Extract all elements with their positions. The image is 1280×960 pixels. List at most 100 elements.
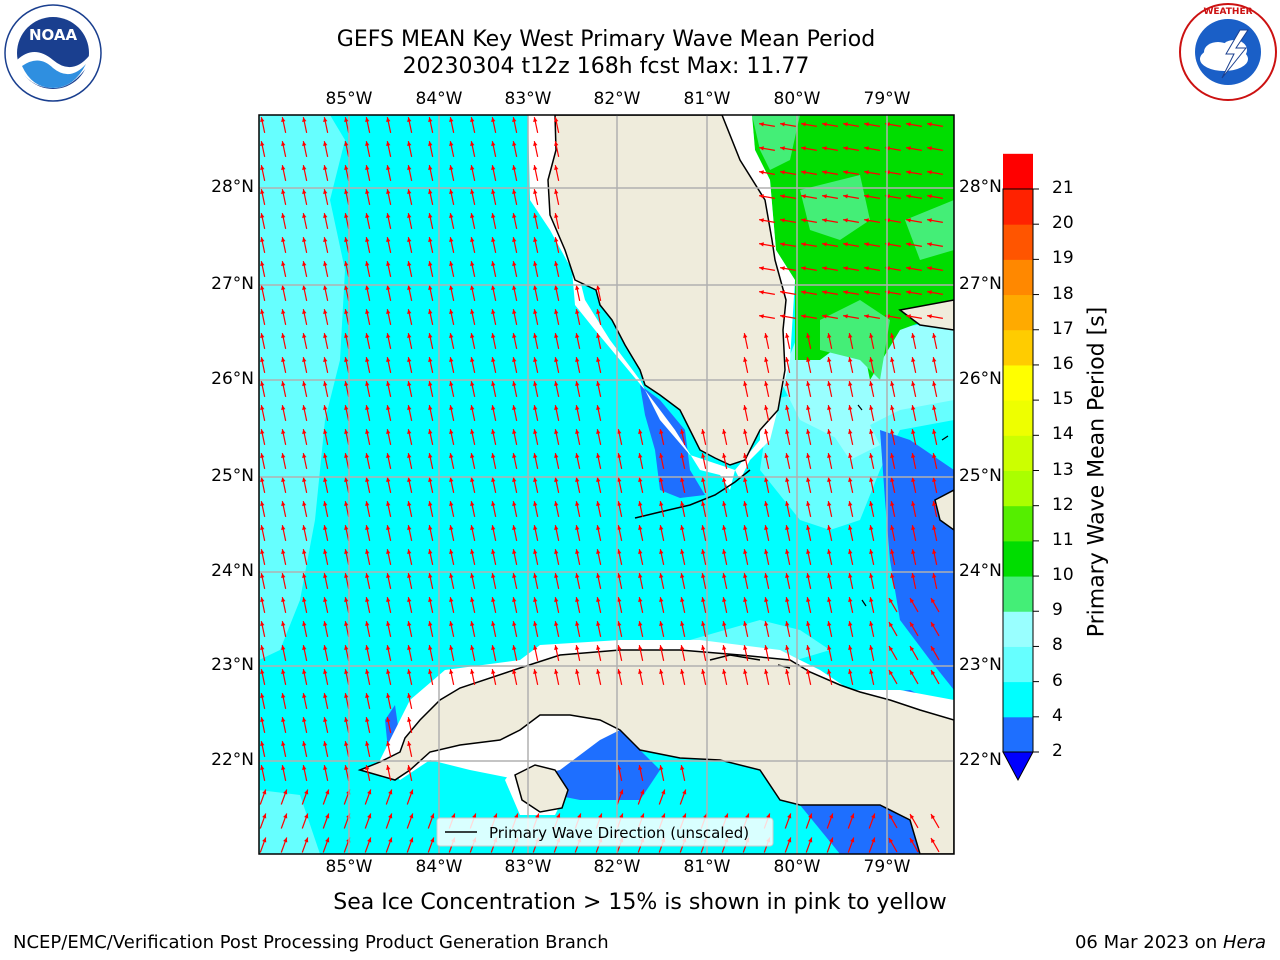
wave-direction-arrowhead <box>764 381 769 387</box>
lat-label-left: 27°N <box>211 274 254 294</box>
wave-direction-arrowhead <box>659 621 664 627</box>
wave-direction-arrowhead <box>743 357 748 363</box>
wave-direction-arrowhead <box>409 813 414 819</box>
wave-direction-arrowhead <box>260 573 265 579</box>
wave-direction-arrowhead <box>659 501 664 507</box>
wave-direction-arrowhead <box>512 597 517 603</box>
wave-direction-arrowhead <box>367 789 372 795</box>
wave-direction-arrowhead <box>701 597 706 603</box>
wave-direction-arrowhead <box>302 573 307 579</box>
wave-direction-arrowhead <box>493 813 498 819</box>
wave-direction-arrowhead <box>428 141 433 147</box>
wave-direction-arrowhead <box>843 146 848 151</box>
wave-direction-arrowhead <box>596 333 601 339</box>
wave-direction-arrowhead <box>260 597 265 603</box>
wave-direction-arrowhead <box>869 525 874 531</box>
wave-direction-arrowhead <box>512 573 517 579</box>
wave-direction-arrowhead <box>596 309 601 315</box>
wave-direction-arrowhead <box>386 741 391 747</box>
wave-direction-arrowhead <box>428 621 433 627</box>
wave-direction-arrowhead <box>533 309 538 315</box>
lon-label-bottom: 80°W <box>773 857 821 877</box>
colorbar-segment <box>1003 646 1033 683</box>
wave-direction-arrowhead <box>302 429 307 435</box>
wave-direction-arrowhead <box>470 189 475 195</box>
wave-direction-arrowhead <box>890 525 895 531</box>
wave-direction-arrowhead <box>386 213 391 219</box>
wave-direction-arrowhead <box>906 266 911 271</box>
wave-direction-arrowhead <box>449 117 454 123</box>
wave-direction-arrowhead <box>638 429 643 435</box>
wave-direction-arrowhead <box>619 789 624 795</box>
wave-direction-arrowhead <box>617 573 622 579</box>
wave-direction-arrowhead <box>323 117 328 123</box>
wave-direction-arrowhead <box>554 453 559 459</box>
lat-label-right: 28°N <box>959 177 1002 197</box>
wave-direction-arrowhead <box>890 549 895 555</box>
wave-direction-arrowhead <box>843 170 848 175</box>
wave-direction-arrowhead <box>386 261 391 267</box>
wave-direction-arrowhead <box>470 237 475 243</box>
wave-direction-arrowhead <box>304 837 309 843</box>
wave-direction-arrowhead <box>827 477 832 483</box>
wave-direction-arrowhead <box>554 501 559 507</box>
wave-direction-arrowhead <box>910 670 915 676</box>
wave-direction-arrowhead <box>470 165 475 171</box>
land-andros <box>934 489 954 531</box>
wave-direction-arrowhead <box>281 189 286 195</box>
wave-direction-arrowhead <box>512 621 517 627</box>
wave-direction-arrowhead <box>617 429 622 435</box>
wave-direction-arrowhead <box>365 429 370 435</box>
grid-lines <box>259 115 954 854</box>
wave-direction-arrowhead <box>449 525 454 531</box>
wave-direction-arrowhead <box>780 242 785 247</box>
wave-direction-arrowhead <box>449 285 454 291</box>
ocean-period-9-10 <box>800 175 870 240</box>
colorbar-segment <box>1003 681 1033 718</box>
wave-direction-arrowhead <box>931 814 936 820</box>
wave-direction-arrowhead <box>680 501 685 507</box>
footer-branch: NCEP/EMC/Verification Post Processing Pr… <box>13 932 609 953</box>
wave-direction-arrowhead <box>659 525 664 531</box>
wave-direction-arrowhead <box>281 333 286 339</box>
wave-direction-arrowhead <box>722 453 727 459</box>
wave-direction-arrowhead <box>598 813 603 819</box>
wave-direction-arrowhead <box>889 838 894 844</box>
wave-direction-arrowhead <box>470 309 475 315</box>
wave-direction-arrowhead <box>554 549 559 555</box>
wave-direction-arrowhead <box>764 429 769 435</box>
wave-direction-arrowhead <box>890 477 895 483</box>
wave-direction-arrowhead <box>680 669 685 675</box>
wave-direction-arrowhead <box>806 525 811 531</box>
wave-direction-arrowhead <box>759 266 764 271</box>
wave-direction-arrowhead <box>911 429 916 435</box>
wave-direction-arrowhead <box>822 146 827 151</box>
wave-direction-arrowhead <box>344 189 349 195</box>
wave-direction-arrowhead <box>906 290 911 295</box>
wave-direction-arrowhead <box>281 741 286 747</box>
wave-direction-arrowhead <box>822 218 827 223</box>
colorbar-tick-label: 12 <box>1052 494 1074 515</box>
wave-direction-arrowhead <box>682 789 687 795</box>
wave-direction-arrowhead <box>430 813 435 819</box>
wave-direction-arrowhead <box>785 621 790 627</box>
wave-direction-arrowhead <box>449 381 454 387</box>
colorbar-tick-label: 9 <box>1052 600 1063 621</box>
wave-direction-arrowhead <box>365 693 370 699</box>
wave-direction-arrowhead <box>260 309 265 315</box>
wave-direction-arrowhead <box>931 838 936 844</box>
lon-label-top: 80°W <box>773 89 821 109</box>
wave-direction-arrowhead <box>871 837 876 843</box>
wave-direction-arrowhead <box>927 218 932 223</box>
lon-label-bottom: 81°W <box>683 857 731 877</box>
wave-direction-arrowhead <box>512 381 517 387</box>
wave-direction-arrowhead <box>822 266 827 271</box>
wave-direction-arrowhead <box>407 405 412 411</box>
wave-direction-arrowhead <box>260 381 265 387</box>
wave-direction-arrowhead <box>302 669 307 675</box>
wave-direction-arrowhead <box>260 693 265 699</box>
wave-direction-arrowhead <box>871 813 876 819</box>
wave-direction-arrowhead <box>449 141 454 147</box>
lat-label-left: 26°N <box>211 369 254 389</box>
wave-direction-arrowhead <box>864 266 869 271</box>
